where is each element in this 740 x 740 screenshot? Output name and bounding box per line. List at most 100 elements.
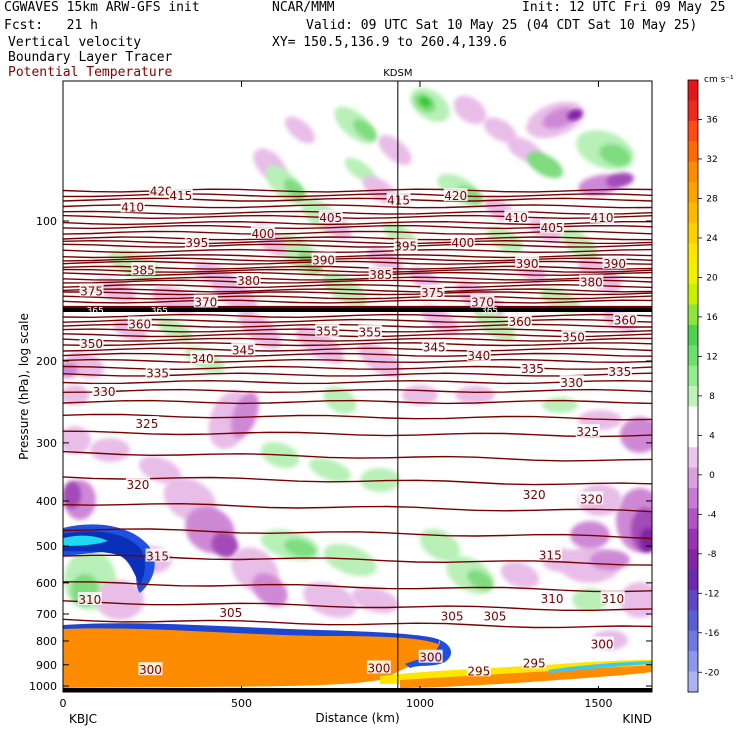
theta-label-21: 375 <box>421 286 444 300</box>
w-contour-79 <box>360 468 400 492</box>
colorbar-swatch-26 <box>688 610 698 632</box>
theta-label-bg-18 <box>236 273 261 287</box>
w-contour-13 <box>606 172 634 188</box>
theta-label-15: 390 <box>603 257 626 271</box>
x-tick-label-3: 1500 <box>584 697 612 710</box>
colorbar-swatch-24 <box>688 569 698 591</box>
w-contour-94 <box>640 528 652 552</box>
isentrope-4 <box>63 210 652 215</box>
theta-label-32: 345 <box>423 340 446 354</box>
colorbar-swatch-18 <box>688 447 698 469</box>
theta-label-25: 360 <box>508 315 531 329</box>
w-contour-104 <box>572 588 608 612</box>
theta-label-bg-48 <box>540 590 565 604</box>
theta-label-8: 405 <box>541 221 564 235</box>
w-contour-83 <box>303 582 357 618</box>
colorbar-swatch-25 <box>688 590 698 611</box>
theta-label-bg-39 <box>559 375 584 389</box>
isentrope-29 <box>63 328 652 333</box>
colorbar-units: cm s⁻¹ <box>704 75 734 85</box>
w-contour-7 <box>567 109 583 121</box>
theta-label-bg-30 <box>561 329 586 343</box>
colorbar-swatch-27 <box>688 630 698 652</box>
colorbar-label-12: -12 <box>705 589 720 599</box>
theta-label-bg-34 <box>466 347 491 361</box>
y-tick-label-0: 100 <box>36 215 57 228</box>
colorbar-label-13: -16 <box>705 629 720 639</box>
colorbar-swatch-28 <box>688 651 698 673</box>
theta-label-bg-53 <box>138 662 163 676</box>
isentrope-22 <box>63 288 652 293</box>
theta-label-45: 315 <box>146 550 169 564</box>
theta-label-36: 335 <box>521 362 544 376</box>
colorbar-swatch-15 <box>688 386 698 407</box>
w-contour-88 <box>500 561 540 589</box>
theta-label-bg-15 <box>602 255 627 269</box>
w-contour-101 <box>96 580 144 620</box>
theta-label-48: 310 <box>541 592 564 606</box>
theta-label-43: 320 <box>523 488 546 502</box>
w-contour-76 <box>138 456 182 484</box>
theta-label-bg-44 <box>579 491 604 505</box>
theta-label-46: 315 <box>539 548 562 562</box>
theta-label-54: 300 <box>367 661 390 675</box>
theta-label-6: 410 <box>591 211 614 225</box>
isentrope-24 <box>63 295 652 300</box>
theta-label-37: 335 <box>608 365 631 379</box>
theta-label-bg-20 <box>79 283 104 297</box>
theta-label-2: 415 <box>169 189 192 203</box>
theta-label-bg-8 <box>540 219 565 233</box>
theta-label-bg-51 <box>440 608 465 622</box>
w-contour-9 <box>526 151 564 179</box>
colorbar-label-9: 0 <box>709 471 715 481</box>
w-contour-4 <box>483 117 517 143</box>
colorbar-swatch-3 <box>688 141 698 163</box>
isentrope-9 <box>63 236 652 241</box>
colorbar-swatch-20 <box>688 488 698 509</box>
w-contour-15 <box>353 119 377 141</box>
theta-label-16: 385 <box>132 263 155 277</box>
theta-label-17: 385 <box>369 268 392 282</box>
theta-label-bg-42 <box>125 477 150 491</box>
w-contour-61 <box>323 386 357 414</box>
forecast-hour: Fcst: 21 h <box>4 18 98 33</box>
theta-label-7: 405 <box>319 211 342 225</box>
colorbar-swatch-10 <box>688 284 698 305</box>
theta-label-bg-27 <box>315 323 340 337</box>
theta-label-58: 295 <box>523 656 546 670</box>
theta-label-bg-50 <box>218 604 243 618</box>
isentrope-33 <box>63 347 652 352</box>
theta-label-bg-32 <box>422 339 447 353</box>
y-tick-label-2: 300 <box>36 437 57 450</box>
y-tick-label-4: 500 <box>36 540 57 553</box>
x-tick-label-1: 500 <box>231 697 252 710</box>
theta-label-12: 395 <box>394 240 417 254</box>
colorbar-swatch-11 <box>688 304 698 326</box>
w-contour-63 <box>455 386 495 404</box>
colorbar-swatch-7 <box>688 222 698 244</box>
theta-label-bg-11 <box>184 235 209 249</box>
theta-label-bg-43 <box>522 486 547 500</box>
w-contour-78 <box>309 457 351 483</box>
colorbar-swatch-19 <box>688 467 698 489</box>
theta-label-bg-9 <box>250 225 275 239</box>
colorbar-swatch-9 <box>688 263 698 285</box>
theta-label-bg-17 <box>368 266 393 280</box>
theta-label-bg-56 <box>590 636 615 650</box>
colorbar-frame <box>687 79 699 693</box>
w-contour-17 <box>285 116 315 144</box>
y-tick-label-7: 800 <box>36 635 57 648</box>
isentrope-34 <box>63 352 652 357</box>
theta-label-26: 360 <box>614 314 637 328</box>
colorbar-swatch-23 <box>688 549 698 571</box>
theta-label-bg-3 <box>386 192 411 206</box>
w-contour-97 <box>620 582 652 618</box>
w-contour-46 <box>94 277 136 303</box>
theta-label-33: 340 <box>191 352 214 366</box>
theta-label-bg-40 <box>134 416 159 430</box>
theta-label-bg-55 <box>418 649 443 663</box>
w-contour-68 <box>90 438 130 462</box>
colorbar-label-5: 16 <box>706 313 718 323</box>
w-contour-67 <box>63 426 91 454</box>
colorbar-swatch-22 <box>688 528 698 550</box>
